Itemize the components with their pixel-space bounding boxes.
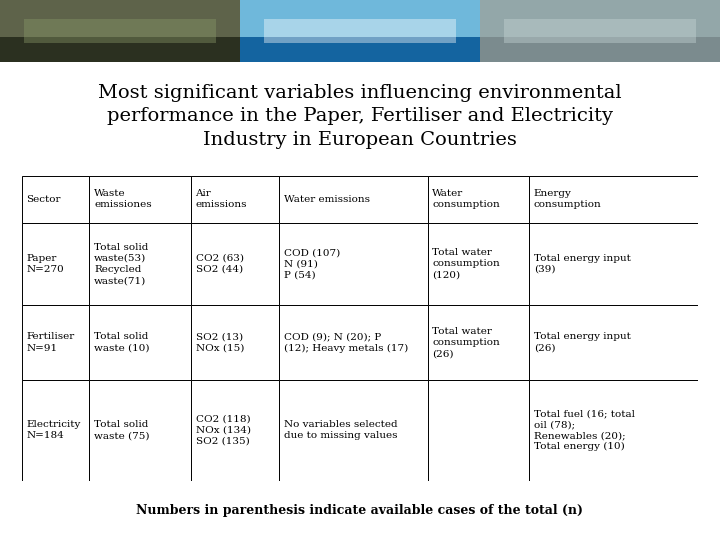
- Bar: [0, 0, 240, 37]
- Text: Total water
consumption
(26): Total water consumption (26): [433, 327, 500, 358]
- Text: Waste
emissiones: Waste emissiones: [94, 189, 152, 209]
- Text: Water emissions: Water emissions: [284, 194, 369, 204]
- Bar: [240, 0, 480, 37]
- Text: Total solid
waste (75): Total solid waste (75): [94, 420, 150, 440]
- Text: Most significant variables influencing environmental
performance in the Paper, F: Most significant variables influencing e…: [98, 84, 622, 148]
- Bar: [279, 380, 428, 481]
- Bar: [22, 176, 89, 223]
- Text: CO2 (118)
NOx (134)
SO2 (135): CO2 (118) NOx (134) SO2 (135): [196, 415, 251, 446]
- Text: Total solid
waste (10): Total solid waste (10): [94, 333, 150, 353]
- Bar: [279, 223, 428, 305]
- Text: Water
consumption: Water consumption: [433, 189, 500, 209]
- Text: Air
emissions: Air emissions: [196, 189, 247, 209]
- Bar: [264, 18, 456, 44]
- Bar: [279, 176, 428, 223]
- Bar: [191, 223, 279, 305]
- Text: CO2 (63)
SO2 (44): CO2 (63) SO2 (44): [196, 254, 243, 274]
- Bar: [191, 176, 279, 223]
- Bar: [191, 305, 279, 380]
- Text: COD (107)
N (91)
P (54): COD (107) N (91) P (54): [284, 248, 340, 280]
- Bar: [22, 305, 89, 380]
- Bar: [529, 380, 698, 481]
- Text: No variables selected
due to missing values: No variables selected due to missing val…: [284, 420, 397, 440]
- Text: Electricity
N=184: Electricity N=184: [27, 420, 81, 440]
- Text: Paper
N=270: Paper N=270: [27, 254, 64, 274]
- Bar: [428, 305, 529, 380]
- Bar: [428, 176, 529, 223]
- Bar: [89, 380, 191, 481]
- Text: Total solid
waste(53)
Recycled
waste(71): Total solid waste(53) Recycled waste(71): [94, 243, 148, 285]
- Bar: [22, 223, 89, 305]
- Bar: [504, 18, 696, 44]
- Text: Fertiliser
N=91: Fertiliser N=91: [27, 333, 75, 353]
- Text: SO2 (13)
NOx (15): SO2 (13) NOx (15): [196, 333, 244, 353]
- Bar: [480, 0, 720, 37]
- Text: Total water
consumption
(120): Total water consumption (120): [433, 248, 500, 280]
- Bar: [240, 0, 480, 62]
- Text: Numbers in parenthesis indicate available cases of the total (n): Numbers in parenthesis indicate availabl…: [137, 504, 583, 517]
- Bar: [279, 305, 428, 380]
- Bar: [89, 223, 191, 305]
- Bar: [24, 18, 216, 44]
- Bar: [529, 305, 698, 380]
- Bar: [0, 0, 240, 62]
- Text: Energy
consumption: Energy consumption: [534, 189, 602, 209]
- Text: Total fuel (16; total
oil (78);
Renewables (20);
Total energy (10): Total fuel (16; total oil (78); Renewabl…: [534, 409, 635, 451]
- Bar: [191, 380, 279, 481]
- Bar: [89, 305, 191, 380]
- Text: Sector: Sector: [27, 194, 60, 204]
- Bar: [428, 380, 529, 481]
- Bar: [428, 223, 529, 305]
- Bar: [89, 176, 191, 223]
- Bar: [529, 223, 698, 305]
- Bar: [22, 380, 89, 481]
- Bar: [480, 0, 720, 62]
- Text: COD (9); N (20); P
(12); Heavy metals (17): COD (9); N (20); P (12); Heavy metals (1…: [284, 333, 408, 353]
- Text: Total energy input
(39): Total energy input (39): [534, 254, 631, 274]
- Text: Total energy input
(26): Total energy input (26): [534, 333, 631, 353]
- Bar: [529, 176, 698, 223]
